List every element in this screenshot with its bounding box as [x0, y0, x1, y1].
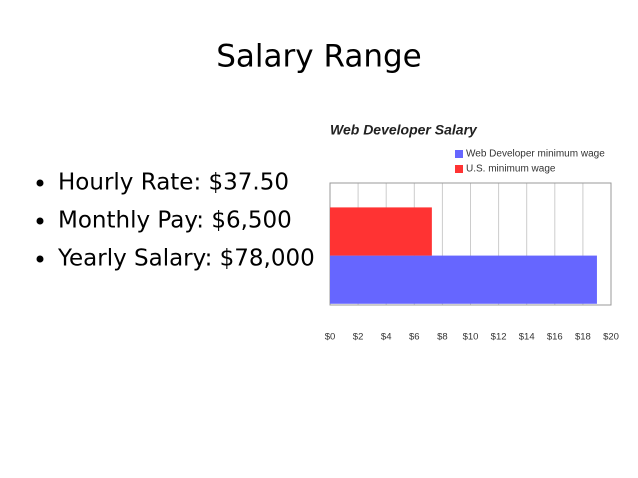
- bullet-dot: [36, 179, 44, 187]
- x-tick-label: $10: [463, 332, 479, 343]
- x-tick-label: $0: [325, 332, 336, 343]
- bullet-text: Hourly Rate: $37.50: [58, 170, 289, 196]
- x-tick-label: $2: [353, 332, 364, 343]
- bar: [330, 255, 597, 304]
- x-tick-label: $8: [437, 332, 448, 343]
- bullet-dot: [36, 217, 44, 225]
- x-tick-label: $18: [575, 332, 591, 343]
- bullet-text: Monthly Pay: $6,500: [58, 208, 292, 234]
- legend-swatch: [455, 150, 463, 158]
- x-tick-label: $12: [491, 332, 507, 343]
- x-tick-label: $16: [547, 332, 563, 343]
- bar: [330, 207, 432, 256]
- bullet-text: Yearly Salary: $78,000: [57, 246, 315, 272]
- chart-title: Web Developer Salary: [330, 122, 478, 138]
- x-tick-label: $6: [409, 332, 420, 343]
- legend-swatch: [455, 165, 463, 173]
- legend-label: Web Developer minimum wage: [466, 149, 605, 160]
- x-tick-label: $4: [381, 332, 392, 343]
- slide-title: Salary Range: [216, 39, 421, 75]
- legend-label: U.S. minimum wage: [466, 164, 556, 175]
- x-tick-label: $14: [519, 332, 535, 343]
- bullet-dot: [36, 255, 44, 263]
- x-tick-label: $20: [603, 332, 619, 343]
